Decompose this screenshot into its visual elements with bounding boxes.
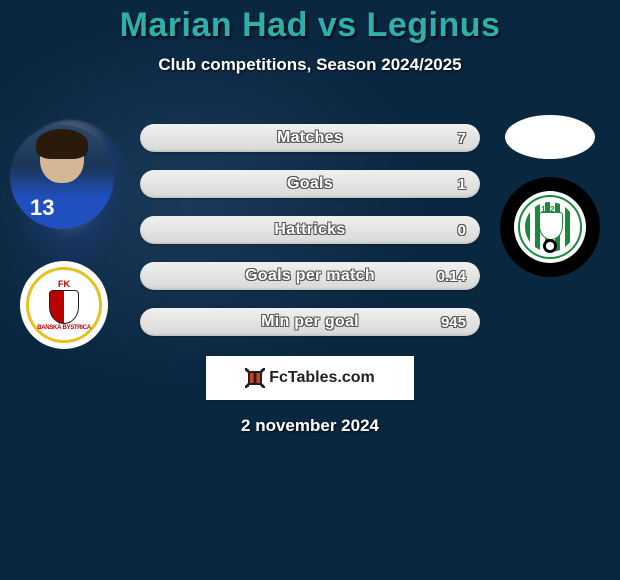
- fctables-label: FcTables.com: [269, 369, 375, 387]
- club-left-shield-icon: [49, 290, 79, 324]
- stat-label: Goals: [287, 175, 333, 193]
- right-avatar-column: 1920: [505, 115, 600, 277]
- content-wrapper: Marian Had vs Leginus Club competitions,…: [0, 0, 620, 75]
- stat-value: 0.14: [437, 268, 466, 285]
- club-right-badge-inner: 1920: [514, 191, 586, 263]
- stat-row-goals-per-match: Goals per match 0.14: [140, 262, 480, 290]
- stat-row-min-per-goal: Min per goal 945: [140, 308, 480, 336]
- stat-label: Goals per match: [245, 267, 375, 285]
- club-left-top-text: FK: [58, 279, 70, 289]
- stat-value: 7: [458, 130, 466, 147]
- stat-value: 945: [441, 314, 466, 331]
- stat-value: 1: [458, 176, 466, 193]
- club-left-bottom-text: BANSKÁ BYSTRICA: [37, 325, 91, 331]
- stat-row-hattricks: Hattricks 0: [140, 216, 480, 244]
- page-subtitle: Club competitions, Season 2024/2025: [0, 55, 620, 75]
- player-left-jersey-number: 13: [30, 195, 54, 221]
- fctables-attribution[interactable]: FcTables.com: [206, 356, 414, 400]
- stat-label: Min per goal: [261, 313, 359, 331]
- club-left-badge: FK BANSKÁ BYSTRICA: [20, 261, 108, 349]
- comparison-date: 2 november 2024: [140, 416, 480, 436]
- stat-label: Hattricks: [274, 221, 345, 239]
- fctables-logo-icon: [245, 368, 265, 388]
- club-right-year: 1920: [541, 205, 559, 214]
- stat-row-matches: Matches 7: [140, 124, 480, 152]
- page-title: Marian Had vs Leginus: [0, 0, 620, 45]
- stat-row-goals: Goals 1: [140, 170, 480, 198]
- stat-label: Matches: [277, 129, 343, 147]
- stats-list: Matches 7 Goals 1 Hattricks 0 Goals per …: [140, 124, 480, 436]
- club-left-badge-inner: FK BANSKÁ BYSTRICA: [26, 267, 102, 343]
- club-right-badge: 1920: [500, 177, 600, 277]
- player-left-photo: 13: [10, 125, 114, 229]
- stat-value: 0: [458, 222, 466, 239]
- player-right-photo: [505, 115, 595, 159]
- left-avatar-column: 13 FK BANSKÁ BYSTRICA: [10, 125, 114, 349]
- club-right-ball-icon: [543, 239, 557, 253]
